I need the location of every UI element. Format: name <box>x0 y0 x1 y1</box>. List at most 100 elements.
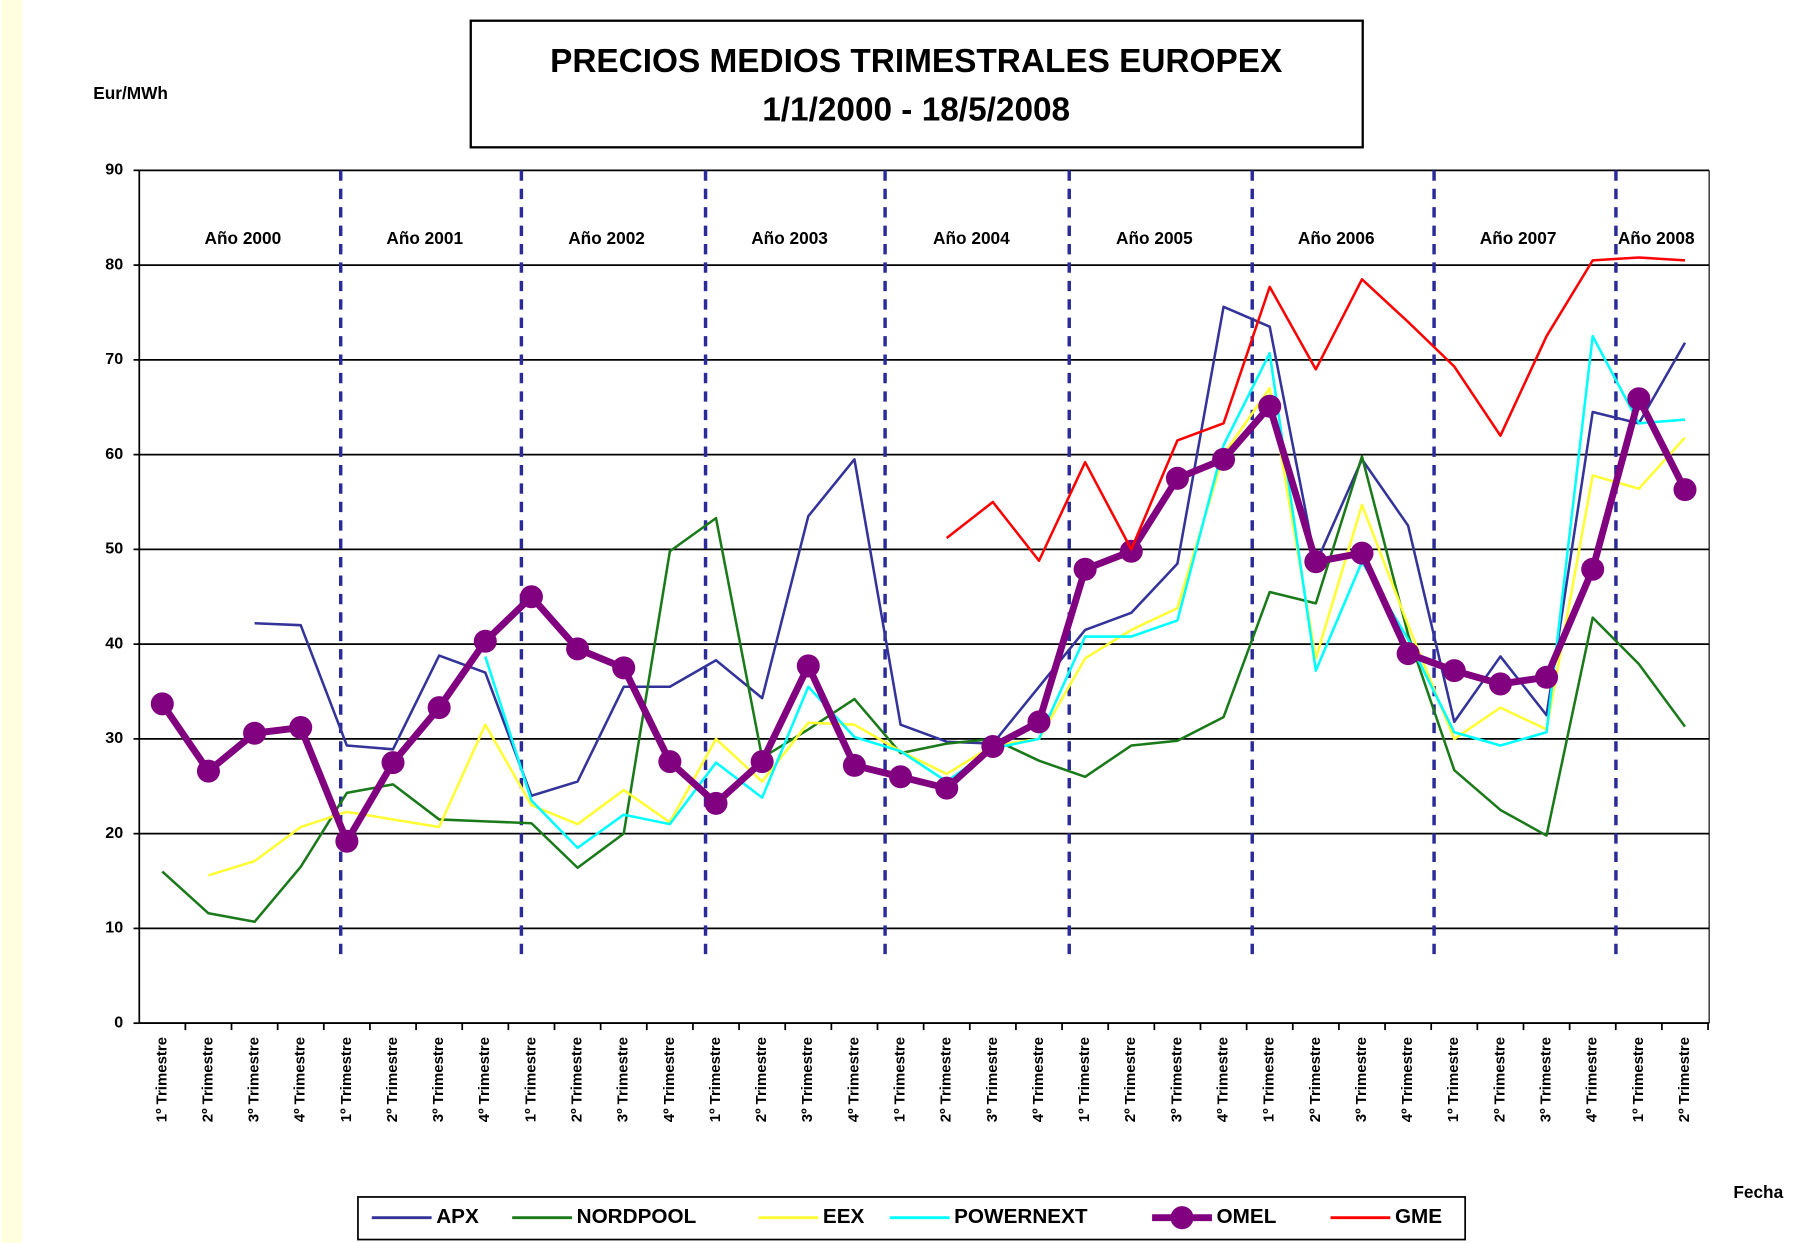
year-label: Año 2006 <box>1298 228 1375 248</box>
x-tick-label: 1º Trimestre <box>1445 1037 1462 1122</box>
x-axis-label: Fecha <box>1733 1182 1783 1202</box>
title-box <box>469 19 1364 149</box>
x-tick-label: 4º Trimestre <box>1584 1037 1601 1122</box>
series-point <box>243 721 267 745</box>
series-point <box>704 791 728 815</box>
series-point <box>519 585 543 609</box>
x-tick-label: 1º Trimestre <box>338 1037 355 1122</box>
year-label: Año 2004 <box>933 228 1010 248</box>
x-tick-label: 3º Trimestre <box>1353 1037 1370 1122</box>
year-label: Año 2002 <box>568 228 645 248</box>
y-tick-label: 40 <box>105 634 123 652</box>
x-tick-label: 3º Trimestre <box>246 1037 263 1122</box>
series-line <box>159 395 1689 845</box>
x-tick-label: 2º Trimestre <box>1307 1037 1324 1122</box>
series-point <box>1488 672 1512 696</box>
x-tick-label: 1º Trimestre <box>707 1037 724 1122</box>
x-tick-label: 3º Trimestre <box>984 1037 1001 1122</box>
x-tick-label: 1º Trimestre <box>1630 1037 1647 1122</box>
series-point <box>566 637 590 661</box>
y-tick-label: 80 <box>105 255 123 273</box>
x-tick-label: 1º Trimestre <box>892 1037 909 1122</box>
x-tick-label: 4º Trimestre <box>661 1037 678 1122</box>
chart-subtitle: 1/1/2000 - 18/5/2008 <box>762 91 1070 128</box>
x-tick-label: 4º Trimestre <box>292 1037 309 1122</box>
x-tick-label: 2º Trimestre <box>1491 1037 1508 1122</box>
x-tick-label: 2º Trimestre <box>1676 1037 1693 1122</box>
x-tick-label: 3º Trimestre <box>430 1037 447 1122</box>
y-axis-label: Eur/MWh <box>93 83 168 103</box>
x-tick-label: 1º Trimestre <box>153 1037 170 1122</box>
x-tick-label: 3º Trimestre <box>615 1037 632 1122</box>
side-strip <box>1 0 22 1243</box>
series-line <box>161 455 1686 924</box>
legend-label: GME <box>1395 1205 1442 1228</box>
x-tick-label: 4º Trimestre <box>845 1037 862 1122</box>
series-point <box>335 829 359 853</box>
y-tick-label: 20 <box>105 824 123 842</box>
legend-label: EEX <box>823 1205 865 1228</box>
y-tick-label: 0 <box>114 1013 123 1031</box>
y-tick-label: 60 <box>105 445 123 463</box>
x-tick-label: 4º Trimestre <box>476 1037 493 1122</box>
x-tick-label: 3º Trimestre <box>799 1037 816 1122</box>
series-point <box>981 734 1005 758</box>
series-point <box>196 759 220 783</box>
x-tick-label: 3º Trimestre <box>1168 1037 1185 1122</box>
series-point <box>381 751 405 775</box>
x-tick-label: 2º Trimestre <box>753 1037 770 1122</box>
year-label: Año 2005 <box>1116 228 1193 248</box>
series-point <box>1119 539 1143 563</box>
y-tick-label: 10 <box>105 919 123 937</box>
year-label: Año 2000 <box>205 228 282 248</box>
x-tick-label: 3º Trimestre <box>1538 1037 1555 1122</box>
x-tick-label: 2º Trimestre <box>938 1037 955 1122</box>
series-point <box>658 750 682 774</box>
series-point <box>935 776 959 800</box>
legend-label: POWERNEXT <box>954 1205 1088 1228</box>
year-label: Año 2008 <box>1618 228 1695 248</box>
series-point <box>1442 659 1466 683</box>
legend-label: OMEL <box>1217 1205 1277 1228</box>
x-tick-label: 2º Trimestre <box>384 1037 401 1122</box>
series-point <box>842 753 866 777</box>
x-tick-label: 1º Trimestre <box>522 1037 539 1122</box>
series-line <box>254 305 1687 798</box>
series-point <box>1027 710 1051 734</box>
legend-label: APX <box>436 1205 479 1228</box>
x-tick-label: 1º Trimestre <box>1076 1037 1093 1122</box>
series-point <box>1581 557 1605 581</box>
y-tick-label: 70 <box>105 350 123 368</box>
y-tick-label: 30 <box>105 729 123 747</box>
series-line <box>945 256 1686 563</box>
series-point <box>1073 557 1097 581</box>
series-point <box>1627 387 1651 411</box>
series-line <box>208 387 1686 877</box>
series-point <box>1535 665 1559 689</box>
series-point <box>1304 550 1328 574</box>
x-tick-label: 4º Trimestre <box>1030 1037 1047 1122</box>
series-point <box>427 696 451 720</box>
series-point <box>1396 642 1420 666</box>
x-tick-label: 1º Trimestre <box>1261 1037 1278 1122</box>
x-tick-label: 4º Trimestre <box>1215 1037 1232 1122</box>
x-tick-label: 2º Trimestre <box>199 1037 216 1122</box>
series-point <box>289 716 313 740</box>
chart-title: PRECIOS MEDIOS TRIMESTRALES EUROPEX <box>550 43 1282 80</box>
series-point <box>1165 466 1189 490</box>
series-point <box>612 656 636 680</box>
y-tick-label: 50 <box>105 540 123 558</box>
series-point <box>750 750 774 774</box>
series-point <box>473 629 497 653</box>
series-point <box>1258 394 1282 418</box>
series-point <box>1673 478 1697 502</box>
year-label: Año 2003 <box>751 228 828 248</box>
legend-marker <box>1170 1206 1194 1230</box>
y-tick-label: 90 <box>105 161 123 179</box>
series-point <box>1350 541 1374 565</box>
legend-label: NORDPOOL <box>577 1205 697 1228</box>
series-point <box>889 765 913 789</box>
series-point <box>1212 447 1236 471</box>
